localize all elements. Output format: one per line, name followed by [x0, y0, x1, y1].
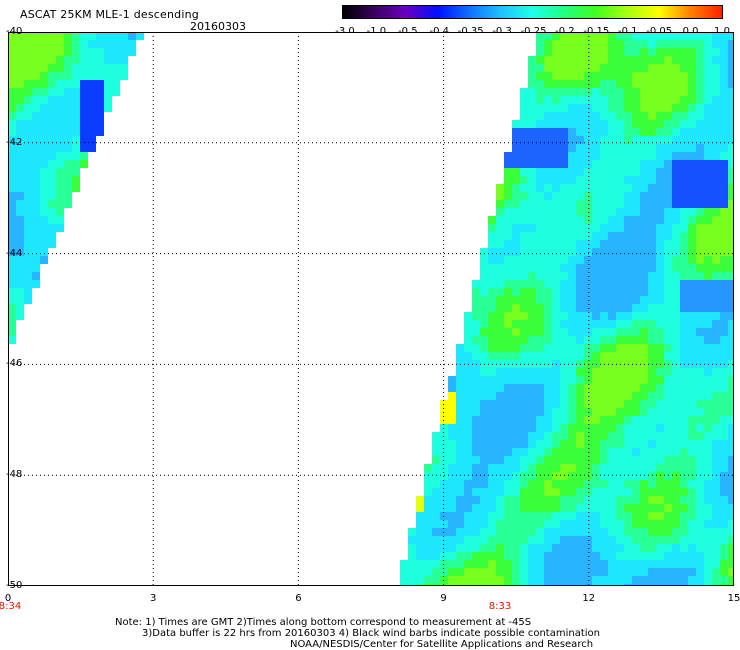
- note-line-1: Note: 1) Times are GMT 2)Times along bot…: [115, 617, 532, 628]
- map-border: [8, 32, 734, 586]
- swath-data: [8, 32, 734, 586]
- colorbar-label: 1.0: [714, 26, 730, 37]
- colorbar-label: -0.05: [646, 26, 673, 37]
- grid-lines: [8, 32, 734, 586]
- lat-label: -48: [6, 469, 23, 481]
- lon-label: 9: [440, 593, 447, 604]
- note-line-2: 3)Data buffer is 22 hrs from 20160303 4)…: [142, 628, 600, 639]
- lat-label: -44: [6, 247, 23, 259]
- colorbar-label: -3.0: [335, 26, 355, 37]
- product-title: ASCAT 25KM MLE-1 descending: [20, 8, 199, 21]
- mle-map: [8, 32, 734, 586]
- colorbar-label: -0.35: [457, 26, 484, 37]
- colorbar-label: -0.1: [617, 26, 638, 37]
- colorbar-label: -0.25: [520, 26, 547, 37]
- colorbar-label: 0.0: [682, 26, 699, 37]
- lon-label: 3: [150, 593, 157, 604]
- time-label-right: 8:33: [488, 601, 512, 612]
- time-label-left: 8:34: [0, 601, 22, 612]
- colorbar-label: -0.2: [555, 26, 575, 37]
- colorbar-label: -0.4: [429, 26, 450, 37]
- colorbar-label: -1.0: [366, 26, 387, 37]
- note-line-3: NOAA/NESDIS/Center for Satellite Applica…: [290, 639, 594, 650]
- colorbar: [342, 5, 723, 19]
- lon-label: 0: [4, 593, 12, 604]
- lat-label: -42: [6, 136, 23, 148]
- lon-label: 15: [727, 593, 740, 604]
- colorbar-label: -0.3: [492, 26, 512, 37]
- lat-label: -40: [6, 26, 23, 37]
- colorbar-label: -0.15: [583, 26, 610, 37]
- colorbar-label: -0.5: [398, 26, 418, 37]
- product-date: 20160303: [190, 20, 246, 33]
- lat-label: -50: [6, 580, 23, 591]
- lon-label: 12: [582, 593, 596, 604]
- lat-label: -46: [6, 358, 23, 370]
- lon-label: 6: [295, 593, 302, 604]
